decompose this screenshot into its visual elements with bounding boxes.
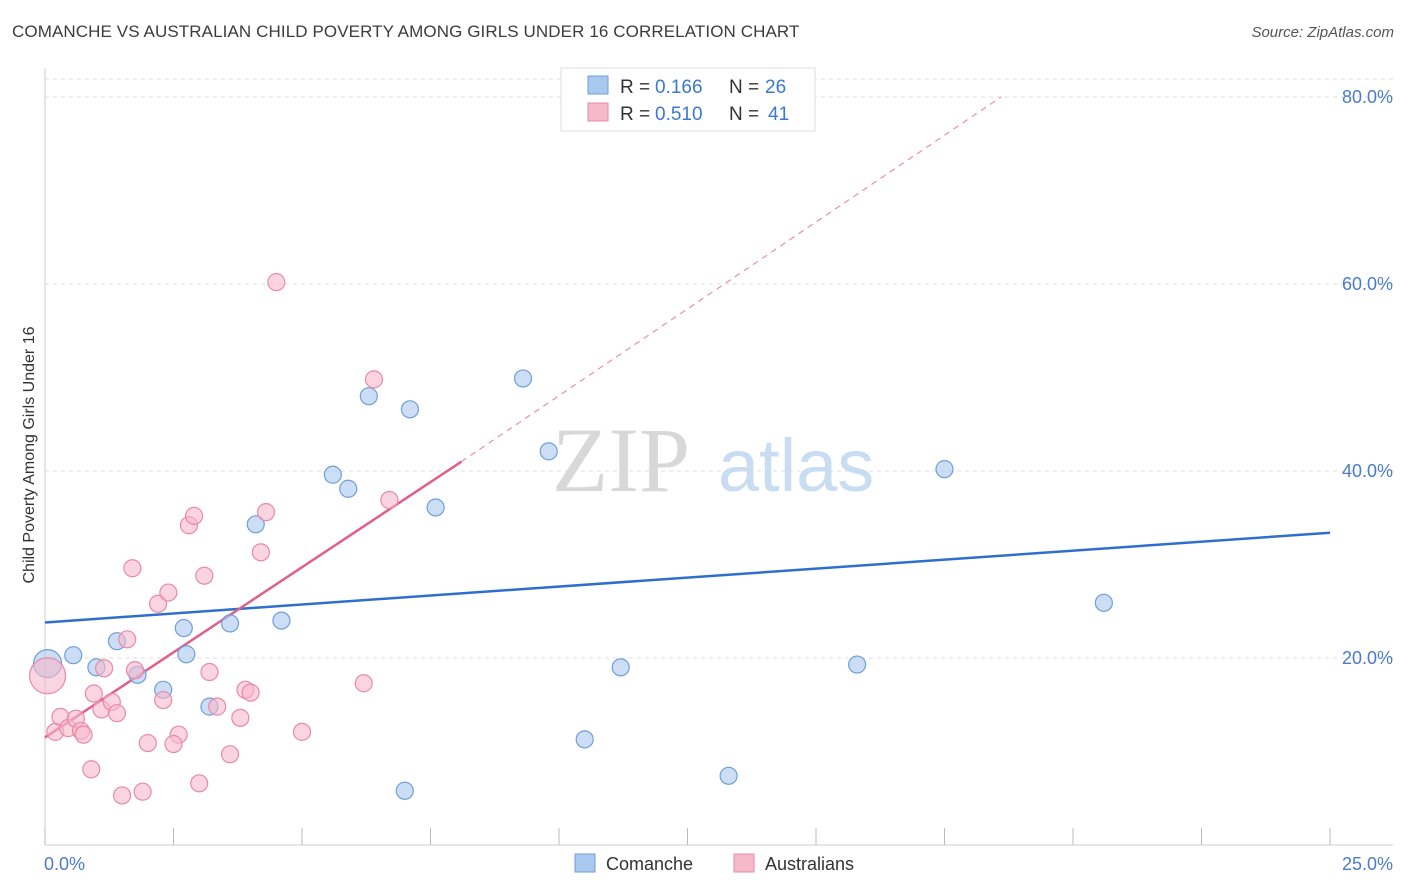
australians-point [231, 708, 250, 727]
legend: R = 0.166 N = 26 R = 0.510 N = 41 [560, 67, 816, 132]
comanche-point [1094, 593, 1113, 612]
bottom-legend-australians: Australians [765, 854, 854, 874]
x-tick-label: 0.0% [44, 854, 85, 874]
point-layer [28, 273, 1113, 805]
australians-point [123, 559, 142, 578]
legend-swatch-australians [587, 102, 609, 122]
grid-layer [44, 68, 1393, 846]
australians-point [200, 662, 219, 682]
y-tick-label: 40.0% [1342, 461, 1393, 481]
australians-point [251, 543, 270, 562]
comanche-point [539, 442, 558, 461]
y-tick-label: 80.0% [1342, 87, 1393, 107]
australians-point [148, 594, 168, 613]
comanche-point [935, 460, 954, 479]
comanche-point [400, 400, 420, 419]
comanche-point [719, 766, 738, 785]
legend-swatch-comanche [587, 75, 609, 95]
comanche-point [272, 611, 291, 630]
australians-point [112, 786, 132, 805]
y-axis-title: Child Poverty Among Girls Under 16 [21, 326, 38, 583]
tick-layer: 20.0% 40.0% 60.0% 80.0% 0.0% 25.0% [44, 87, 1393, 874]
comanche-point [246, 515, 265, 534]
legend-r-value-2: 0.510 [655, 104, 703, 125]
watermark-atlas: atlas [718, 424, 874, 507]
comanche-point [359, 387, 378, 406]
comanche-point [339, 479, 358, 498]
australians-point [154, 690, 173, 710]
australians-point [208, 697, 227, 716]
comanche-point [177, 645, 196, 664]
comanche-point [426, 498, 445, 517]
australians-point [364, 370, 384, 389]
comanche-point [64, 646, 83, 665]
x-tick-label: 25.0% [1342, 854, 1393, 874]
australians-point [164, 734, 183, 754]
comanche-point [323, 465, 342, 484]
australians-point [184, 506, 204, 525]
source-label: Source: ZipAtlas.com [1251, 24, 1394, 41]
australians-point [95, 659, 114, 678]
comanche-trend-line [44, 531, 1331, 624]
comanche-point [174, 618, 193, 638]
comanche-point [848, 655, 867, 674]
legend-r-value-1: 0.166 [655, 77, 703, 98]
australians-point [159, 583, 178, 602]
australians-trend-extension [461, 96, 1002, 463]
comanche-point [220, 614, 240, 633]
watermark-zip: ZIP [552, 409, 690, 511]
australians-point [241, 683, 260, 702]
comanche-point [395, 781, 414, 800]
bottom-legend: Comanche Australians [574, 853, 854, 874]
australians-point [82, 760, 101, 779]
bottom-legend-comanche: Comanche [606, 854, 693, 874]
y-tick-label: 60.0% [1342, 274, 1393, 294]
australians-point [74, 725, 93, 744]
australians-point [138, 733, 157, 753]
comanche-point [575, 730, 594, 749]
australians-point [118, 630, 137, 649]
australians-point [292, 722, 312, 741]
australians-point [195, 566, 214, 585]
australians-point [220, 745, 240, 764]
legend-n-value-2: 41 [768, 104, 789, 125]
australians-point [28, 657, 67, 695]
bottom-legend-swatch-australians [733, 853, 755, 873]
australians-point [133, 782, 152, 801]
y-tick-label: 20.0% [1342, 648, 1393, 668]
comanche-point [513, 369, 533, 388]
bottom-legend-swatch-comanche [574, 853, 596, 873]
chart-title: COMANCHE VS AUSTRALIAN CHILD POVERTY AMO… [12, 22, 800, 41]
australians-point [107, 704, 127, 723]
australians-point [190, 774, 209, 793]
legend-r-label-2: R = [620, 104, 650, 125]
australians-point [256, 503, 276, 522]
legend-n-value-1: 26 [765, 77, 786, 98]
australians-point [84, 684, 103, 703]
comanche-point [611, 658, 630, 677]
australians-point [125, 661, 145, 680]
legend-n-label-2: N = [729, 104, 759, 125]
legend-r-label-1: R = [620, 77, 650, 98]
australians-point [354, 674, 373, 693]
australians-point [267, 273, 286, 292]
australians-point [380, 490, 399, 510]
legend-n-label-1: N = [729, 77, 759, 98]
